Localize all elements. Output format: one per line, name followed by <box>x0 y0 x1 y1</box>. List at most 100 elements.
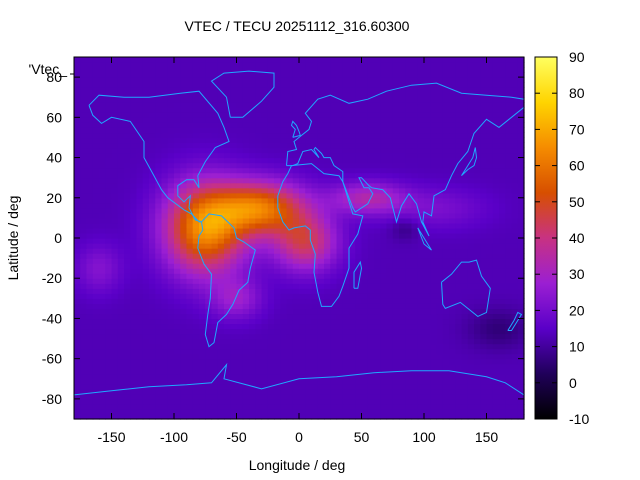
heatmap-cell <box>280 217 288 224</box>
heatmap-cell <box>330 293 338 299</box>
heatmap-cell <box>249 293 256 299</box>
heatmap-cell <box>199 278 206 284</box>
heatmap-cell <box>367 197 375 204</box>
heatmap-cell <box>461 408 469 415</box>
heatmap-cell <box>299 413 306 420</box>
heatmap-cell <box>99 197 106 204</box>
heatmap-cell <box>392 303 400 309</box>
heatmap-cell <box>224 313 231 320</box>
heatmap-cell <box>80 318 88 325</box>
heatmap-cell <box>205 353 213 360</box>
heatmap-cell <box>417 77 425 83</box>
heatmap-cell <box>80 167 88 174</box>
heatmap-cell <box>249 192 256 199</box>
heatmap-cell <box>417 177 425 184</box>
heatmap-cell <box>80 217 88 224</box>
heatmap-cell <box>467 177 475 184</box>
heatmap-cell <box>255 393 263 400</box>
heatmap-cell <box>324 152 331 159</box>
heatmap-cell <box>261 172 269 179</box>
heatmap-cell <box>117 323 125 330</box>
heatmap-cell <box>355 398 363 405</box>
heatmap-cell <box>317 187 325 194</box>
heatmap-cell <box>430 378 438 385</box>
heatmap-cell <box>442 92 450 98</box>
heatmap-cell <box>117 408 125 415</box>
heatmap-cell <box>136 182 144 189</box>
heatmap-cell <box>286 177 294 184</box>
heatmap-cell <box>217 157 225 164</box>
heatmap-cell <box>499 112 506 118</box>
heatmap-cell <box>299 253 306 259</box>
heatmap-cell <box>92 142 100 149</box>
heatmap-cell <box>186 273 194 279</box>
heatmap-cell <box>305 293 313 299</box>
heatmap-cell <box>124 102 131 108</box>
heatmap-cell <box>386 278 394 284</box>
heatmap-cell <box>117 398 125 405</box>
heatmap-cell <box>399 278 406 284</box>
heatmap-cell <box>311 232 319 239</box>
heatmap-cell <box>286 373 294 380</box>
heatmap-cell <box>111 293 119 299</box>
heatmap-cell <box>299 248 306 254</box>
heatmap-cell <box>86 187 94 194</box>
heatmap-cell <box>174 368 181 375</box>
heatmap-cell <box>349 212 356 219</box>
heatmap-cell <box>511 107 519 113</box>
heatmap-cell <box>292 102 300 108</box>
heatmap-cell <box>299 263 306 269</box>
heatmap-cell <box>467 127 475 134</box>
heatmap-cell <box>186 288 194 294</box>
heatmap-cell <box>267 142 275 149</box>
heatmap-cell <box>92 243 100 249</box>
heatmap-cell <box>480 112 488 118</box>
heatmap-cell <box>517 147 525 154</box>
heatmap-cell <box>236 348 244 355</box>
heatmap-cell <box>236 182 244 189</box>
heatmap-cell <box>461 217 469 224</box>
heatmap-cell <box>142 227 150 234</box>
heatmap-cell <box>461 212 469 219</box>
heatmap-cell <box>386 117 394 123</box>
heatmap-cell <box>217 348 225 355</box>
heatmap-cell <box>230 373 238 380</box>
heatmap-cell <box>236 187 244 194</box>
heatmap-cell <box>386 328 394 335</box>
heatmap-cell <box>92 398 100 405</box>
heatmap-cell <box>86 348 94 355</box>
heatmap-cell <box>274 363 281 370</box>
heatmap-cell <box>361 222 369 229</box>
heatmap-cell <box>217 92 225 98</box>
heatmap-cell <box>399 157 406 164</box>
heatmap-cell <box>517 207 525 214</box>
heatmap-cell <box>192 258 200 264</box>
heatmap-cell <box>324 102 331 108</box>
heatmap-cell <box>399 82 406 88</box>
heatmap-cell <box>474 102 481 108</box>
heatmap-cell <box>399 248 406 254</box>
heatmap-cell <box>130 368 138 375</box>
heatmap-cell <box>192 353 200 360</box>
heatmap-cell <box>217 87 225 93</box>
heatmap-cell <box>480 363 488 370</box>
heatmap-cell <box>230 157 238 164</box>
heatmap-cell <box>467 222 475 229</box>
heatmap-cell <box>242 162 250 169</box>
heatmap-cell <box>330 147 338 154</box>
heatmap-cell <box>299 157 306 164</box>
heatmap-cell <box>230 202 238 209</box>
heatmap-cell <box>374 328 381 335</box>
heatmap-cell <box>430 268 438 274</box>
heatmap-cell <box>136 167 144 174</box>
heatmap-cell <box>330 323 338 330</box>
heatmap-cell <box>492 142 500 149</box>
heatmap-cell <box>467 403 475 410</box>
heatmap-cell <box>311 403 319 410</box>
heatmap-cell <box>174 338 181 345</box>
heatmap-cell <box>92 388 100 395</box>
heatmap-cell <box>124 283 131 289</box>
heatmap-cell <box>299 288 306 294</box>
heatmap-cell <box>186 263 194 269</box>
heatmap-cell <box>392 383 400 390</box>
